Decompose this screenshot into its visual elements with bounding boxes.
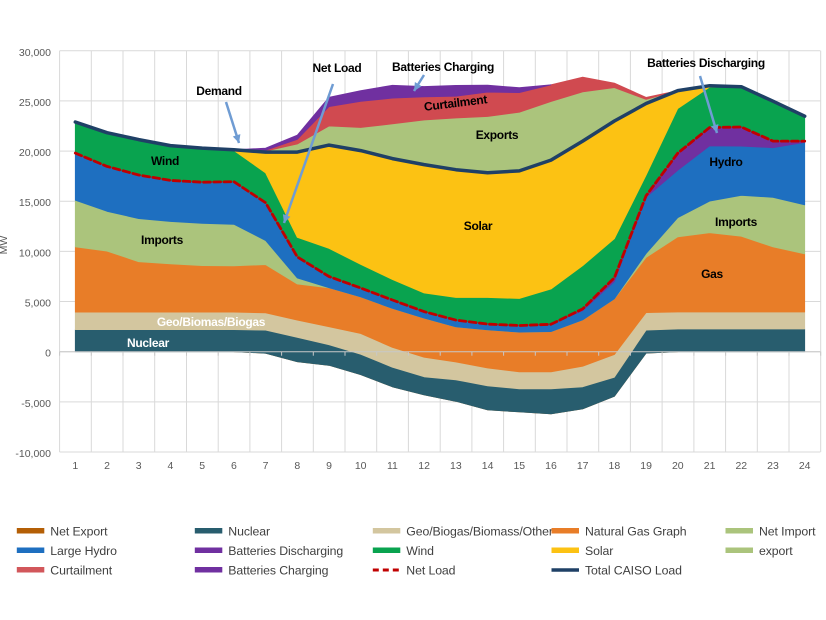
svg-text:Nuclear: Nuclear [228,525,270,539]
svg-text:Net Load: Net Load [313,61,362,75]
svg-text:23: 23 [767,460,779,472]
svg-text:20: 20 [672,460,684,472]
svg-text:9: 9 [326,460,332,472]
svg-text:Geo/Biogas/Biomass/Other: Geo/Biogas/Biomass/Other [406,525,553,539]
svg-text:22: 22 [735,460,747,472]
svg-text:11: 11 [387,460,398,472]
svg-text:25,000: 25,000 [19,97,51,109]
svg-text:Geo/Biomas/Biogas: Geo/Biomas/Biogas [157,315,266,329]
svg-text:6: 6 [231,460,237,472]
svg-text:3: 3 [136,460,142,472]
svg-text:24: 24 [799,460,811,472]
svg-text:8: 8 [294,460,300,472]
svg-text:Batteries Charging: Batteries Charging [392,60,494,74]
svg-text:7: 7 [263,460,269,472]
svg-text:12: 12 [418,460,430,472]
svg-text:30,000: 30,000 [19,47,51,59]
svg-text:Wind: Wind [406,544,434,558]
svg-text:Wind: Wind [151,154,179,168]
svg-text:Demand: Demand [196,84,242,98]
svg-text:1: 1 [72,460,78,472]
svg-text:18: 18 [609,460,621,472]
svg-text:Exports: Exports [476,128,519,142]
svg-text:Gas: Gas [701,267,723,281]
svg-text:19: 19 [640,460,652,472]
svg-text:Batteries Discharging: Batteries Discharging [647,56,765,70]
svg-text:-5,000: -5,000 [21,398,51,410]
svg-text:Imports: Imports [141,233,184,247]
svg-text:14: 14 [482,460,494,472]
svg-text:Batteries Discharging: Batteries Discharging [228,544,343,558]
svg-text:15: 15 [513,460,525,472]
svg-text:Net Load: Net Load [406,564,455,578]
svg-text:2: 2 [104,460,110,472]
svg-text:10,000: 10,000 [19,247,51,259]
svg-text:17: 17 [577,460,589,472]
svg-text:16: 16 [545,460,557,472]
svg-text:Natural Gas Graph: Natural Gas Graph [585,525,687,539]
svg-text:4: 4 [167,460,173,472]
svg-text:Nuclear: Nuclear [127,336,170,350]
svg-text:Net Import: Net Import [759,525,816,539]
svg-text:21: 21 [704,460,716,472]
svg-text:0: 0 [45,348,51,360]
svg-text:5,000: 5,000 [25,298,51,310]
svg-text:export: export [759,544,793,558]
svg-text:15,000: 15,000 [19,197,51,209]
svg-text:Solar: Solar [585,544,613,558]
svg-text:Curtailment: Curtailment [50,564,112,578]
svg-text:13: 13 [450,460,462,472]
svg-text:-10,000: -10,000 [15,448,51,460]
svg-text:10: 10 [355,460,367,472]
svg-text:MW: MW [0,236,10,255]
svg-text:5: 5 [199,460,205,472]
svg-text:Imports: Imports [715,215,758,229]
svg-text:Solar: Solar [464,219,493,233]
svg-text:Total CAISO Load: Total CAISO Load [585,564,682,578]
svg-text:Batteries Charging: Batteries Charging [228,564,328,578]
svg-text:Net Export: Net Export [50,525,108,539]
svg-text:20,000: 20,000 [19,147,51,159]
svg-text:Large Hydro: Large Hydro [50,544,117,558]
svg-text:Hydro: Hydro [709,155,742,169]
